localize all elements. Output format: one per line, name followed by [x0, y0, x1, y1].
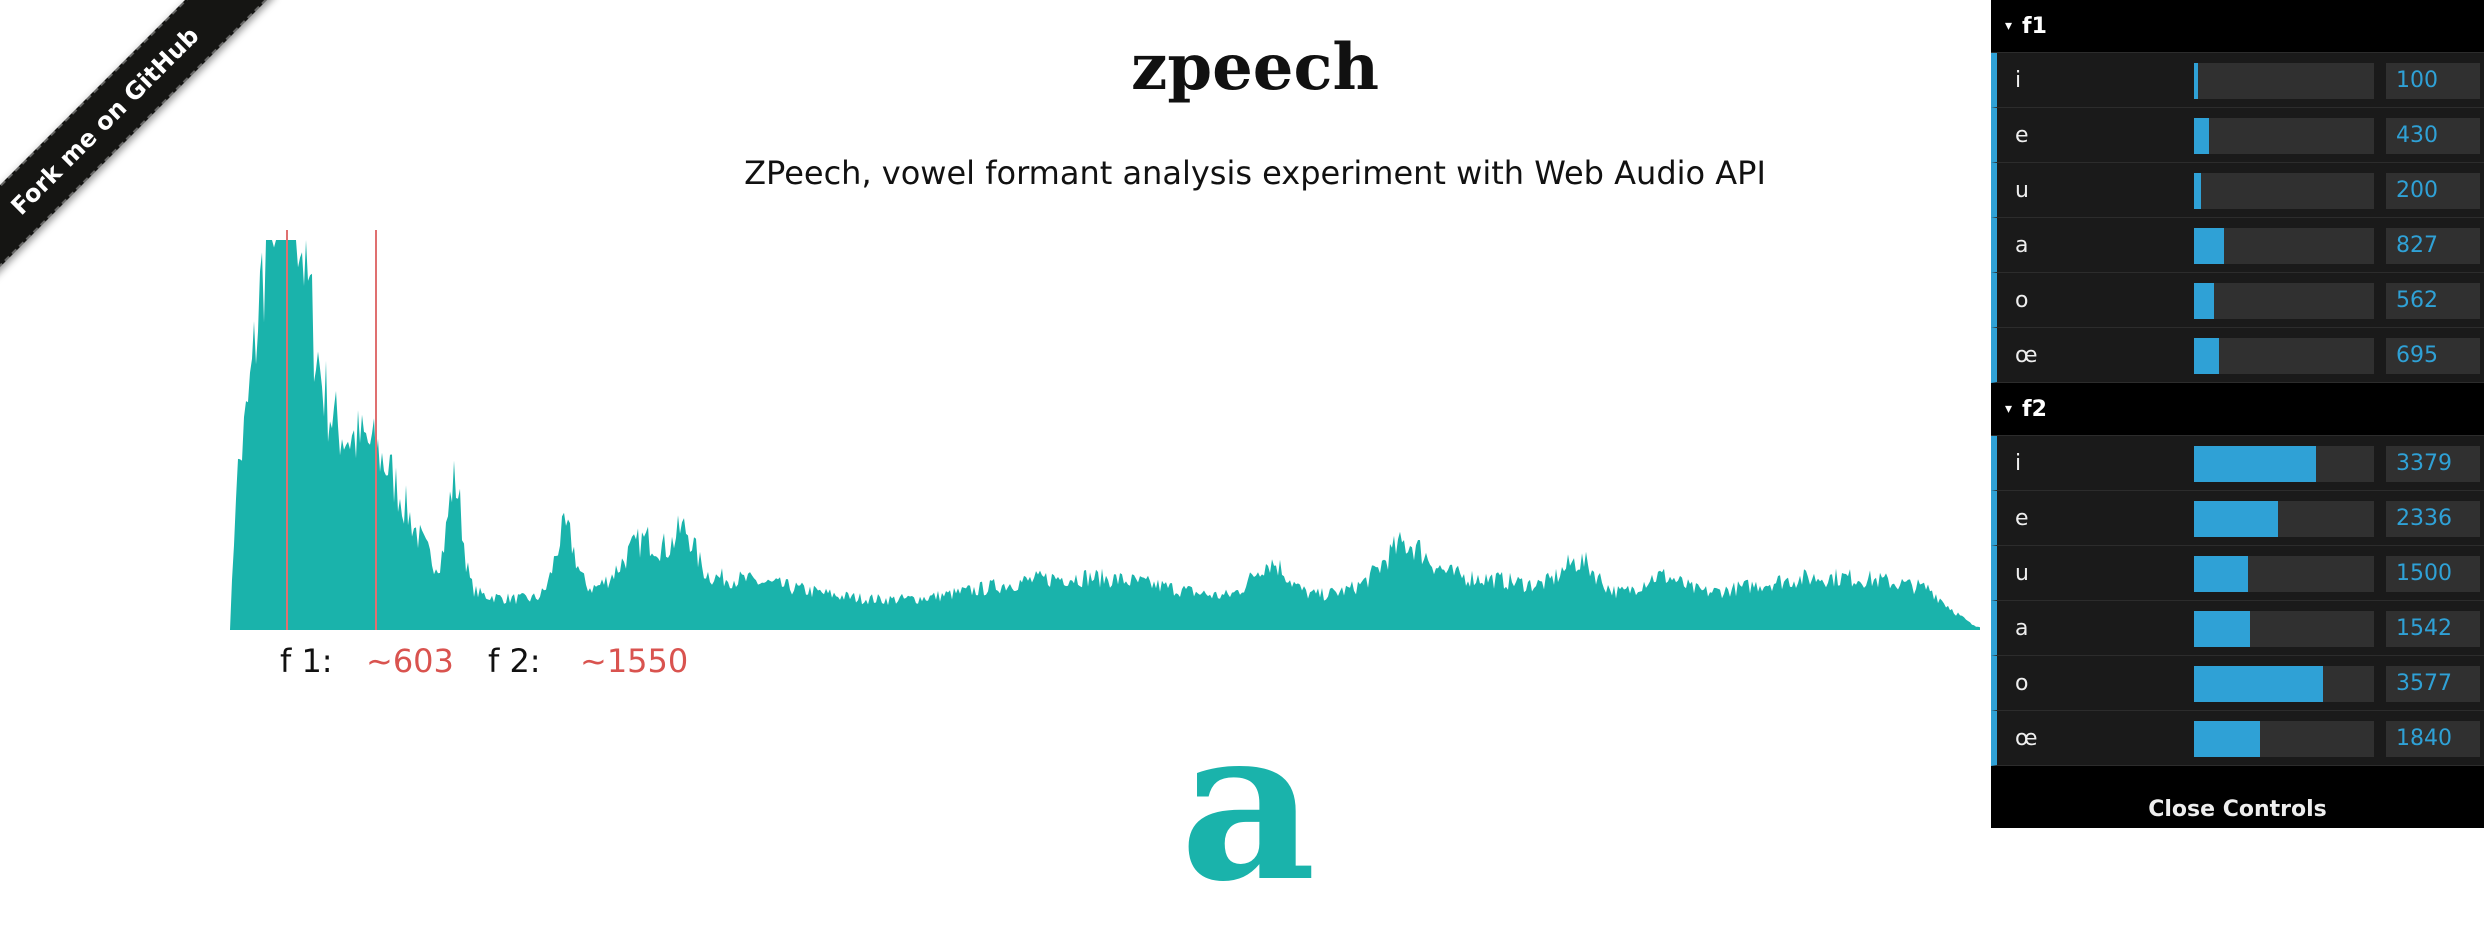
control-row-f2-5: œ 1840 [1991, 711, 2484, 766]
slider-fill [2194, 338, 2219, 374]
caret-down-icon: ▾ [2005, 401, 2013, 417]
page-title: zpeech [1130, 30, 1380, 105]
slider[interactable] [2194, 118, 2374, 154]
control-label: a [2015, 615, 2029, 641]
control-label: e [2015, 505, 2029, 531]
folder-f2[interactable]: ▾ f2 [1991, 383, 2484, 436]
control-row-f2-3: a 1542 [1991, 601, 2484, 656]
frequency-spectrum [230, 230, 1980, 630]
control-row-f2-2: u 1500 [1991, 546, 2484, 601]
value-input[interactable]: 827 [2386, 228, 2480, 264]
slider[interactable] [2194, 446, 2374, 482]
control-row-f2-4: o 3577 [1991, 656, 2484, 711]
slider[interactable] [2194, 338, 2374, 374]
control-row-f1-1: e 430 [1991, 108, 2484, 163]
value-input[interactable]: 1500 [2386, 556, 2480, 592]
slider[interactable] [2194, 666, 2374, 702]
slider-fill [2194, 556, 2248, 592]
slider-fill [2194, 173, 2201, 209]
caret-down-icon: ▾ [2005, 18, 2013, 34]
control-label: u [2015, 177, 2029, 203]
slider-fill [2194, 501, 2278, 537]
slider-fill [2194, 446, 2316, 482]
slider[interactable] [2194, 556, 2374, 592]
slider[interactable] [2194, 283, 2374, 319]
close-controls-button[interactable]: Close Controls [1991, 792, 2484, 828]
value-input[interactable]: 1840 [2386, 721, 2480, 757]
slider-fill [2194, 63, 2198, 99]
slider[interactable] [2194, 63, 2374, 99]
slider[interactable] [2194, 173, 2374, 209]
control-label: e [2015, 122, 2029, 148]
control-label: o [2015, 670, 2029, 696]
slider-fill [2194, 666, 2323, 702]
control-row-f1-3: a 827 [1991, 218, 2484, 273]
detected-vowel-glyph: a [1180, 681, 1317, 928]
slider[interactable] [2194, 721, 2374, 757]
control-label: œ [2015, 342, 2038, 368]
value-input[interactable]: 3379 [2386, 446, 2480, 482]
control-row-f1-4: o 562 [1991, 273, 2484, 328]
control-label: i [2015, 67, 2022, 93]
folder-f1[interactable]: ▾ f1 [1991, 0, 2484, 53]
value-input[interactable]: 695 [2386, 338, 2480, 374]
control-row-f2-1: e 2336 [1991, 491, 2484, 546]
controls-panel: ▾ f1 i 100 e 430 u 200 a 827 o 562 œ 695 ▾ f2 i 3379 e 2336… [1991, 0, 2484, 828]
f1-value: ~603 [366, 642, 454, 680]
control-label: œ [2015, 725, 2038, 751]
control-label: o [2015, 287, 2029, 313]
spectrum-area [230, 240, 1980, 630]
slider-fill [2194, 283, 2214, 319]
f2-value: ~1550 [580, 642, 689, 680]
slider-fill [2194, 228, 2224, 264]
folder-title-label: f1 [2022, 13, 2047, 39]
control-row-f1-5: œ 695 [1991, 328, 2484, 383]
slider[interactable] [2194, 501, 2374, 537]
value-input[interactable]: 2336 [2386, 501, 2480, 537]
value-input[interactable]: 562 [2386, 283, 2480, 319]
slider[interactable] [2194, 611, 2374, 647]
slider-fill [2194, 721, 2260, 757]
slider-fill [2194, 118, 2209, 154]
control-row-f1-0: i 100 [1991, 53, 2484, 108]
folder-title-label: f2 [2022, 396, 2047, 422]
value-input[interactable]: 1542 [2386, 611, 2480, 647]
control-label: i [2015, 450, 2022, 476]
value-input[interactable]: 3577 [2386, 666, 2480, 702]
f2-label: f 2: [488, 642, 541, 680]
control-row-f2-0: i 3379 [1991, 436, 2484, 491]
page-subtitle: ZPeech, vowel formant analysis experimen… [744, 154, 1766, 192]
slider-fill [2194, 611, 2250, 647]
control-row-f1-2: u 200 [1991, 163, 2484, 218]
value-input[interactable]: 100 [2386, 63, 2480, 99]
f1-label: f 1: [280, 642, 333, 680]
value-input[interactable]: 200 [2386, 173, 2480, 209]
control-label: u [2015, 560, 2029, 586]
control-label: a [2015, 232, 2029, 258]
slider[interactable] [2194, 228, 2374, 264]
value-input[interactable]: 430 [2386, 118, 2480, 154]
